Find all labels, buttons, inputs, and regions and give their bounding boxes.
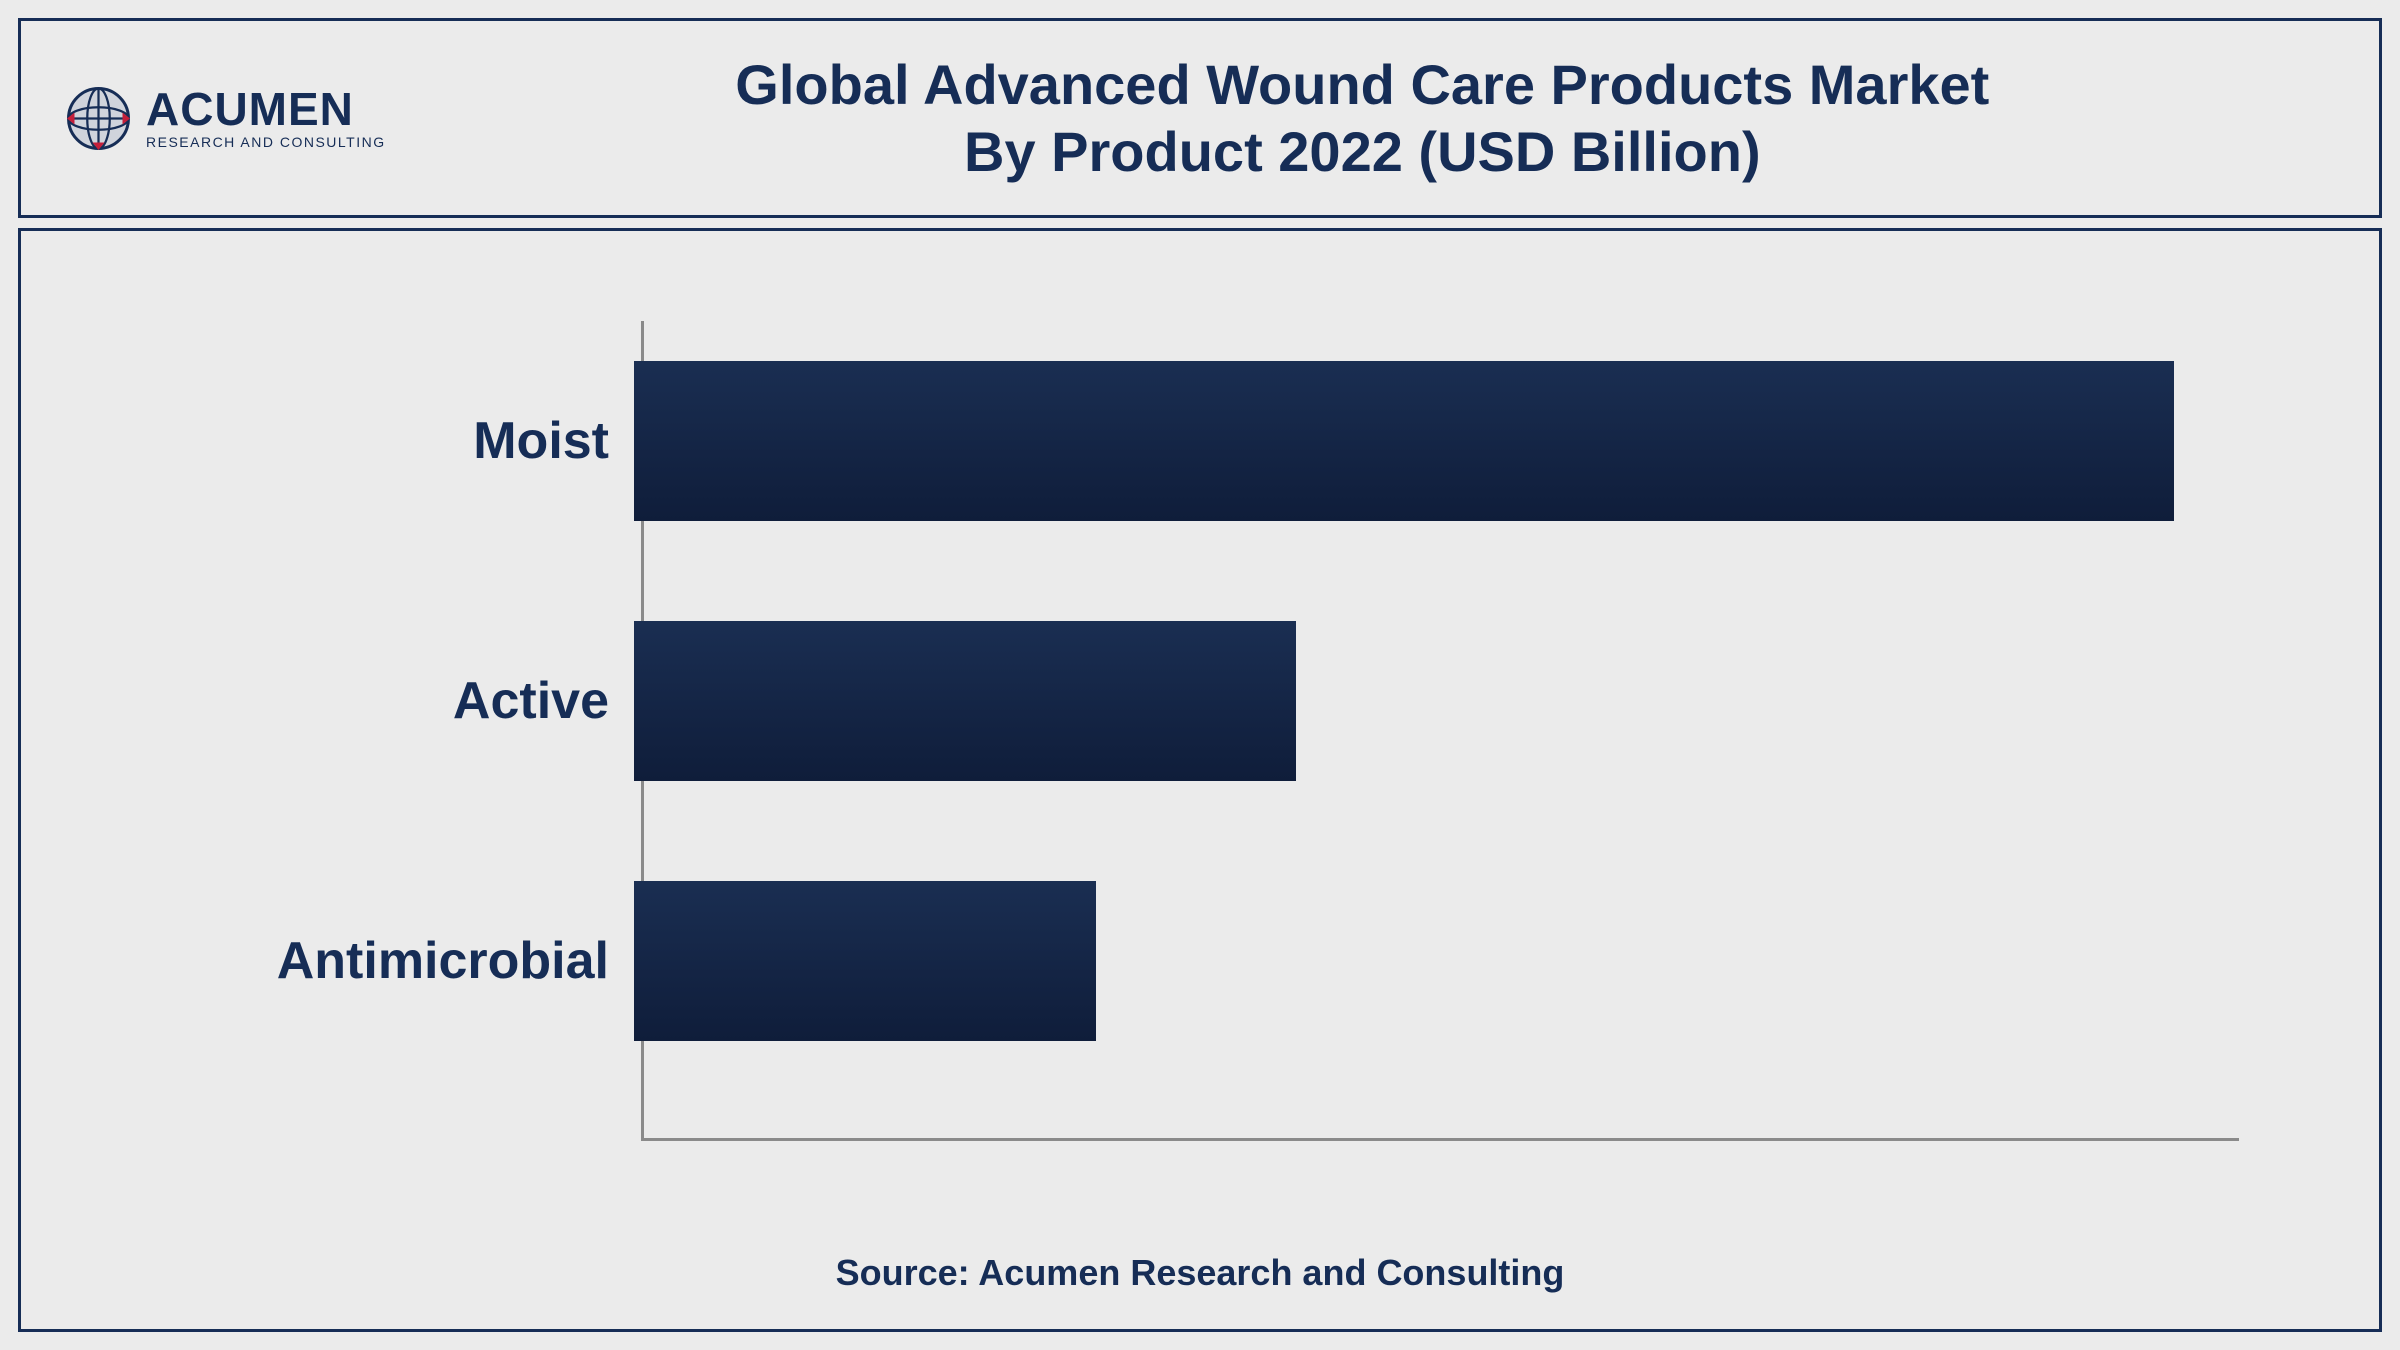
header-panel: ACUMEN RESEARCH AND CONSULTING Global Ad… — [18, 18, 2382, 218]
source-text: Source: Acumen Research and Consulting — [21, 1252, 2379, 1294]
bar-label: Moist — [124, 411, 634, 471]
page-container: ACUMEN RESEARCH AND CONSULTING Global Ad… — [0, 0, 2400, 1350]
chart-area: Moist Active Antimicrobial Source: Acume… — [18, 228, 2382, 1332]
chart-title: Global Advanced Wound Care Products Mark… — [386, 51, 2339, 185]
bar-row-moist: Moist — [124, 361, 2239, 521]
bar-active — [634, 621, 1296, 781]
bar-label: Antimicrobial — [124, 931, 634, 991]
bar-row-antimicrobial: Antimicrobial — [124, 881, 2239, 1041]
chart-plot: Moist Active Antimicrobial — [641, 321, 2239, 1141]
logo-text: ACUMEN RESEARCH AND CONSULTING — [146, 86, 386, 150]
title-line-2: By Product 2022 (USD Billion) — [426, 118, 2299, 185]
logo-tagline: RESEARCH AND CONSULTING — [146, 134, 386, 150]
bar-row-active: Active — [124, 621, 2239, 781]
logo-name: ACUMEN — [146, 86, 386, 132]
title-line-1: Global Advanced Wound Care Products Mark… — [426, 51, 2299, 118]
bar-antimicrobial — [634, 881, 1096, 1041]
bar-label: Active — [124, 671, 634, 731]
globe-icon — [61, 81, 136, 156]
logo-block: ACUMEN RESEARCH AND CONSULTING — [61, 81, 386, 156]
bar-moist — [634, 361, 2174, 521]
